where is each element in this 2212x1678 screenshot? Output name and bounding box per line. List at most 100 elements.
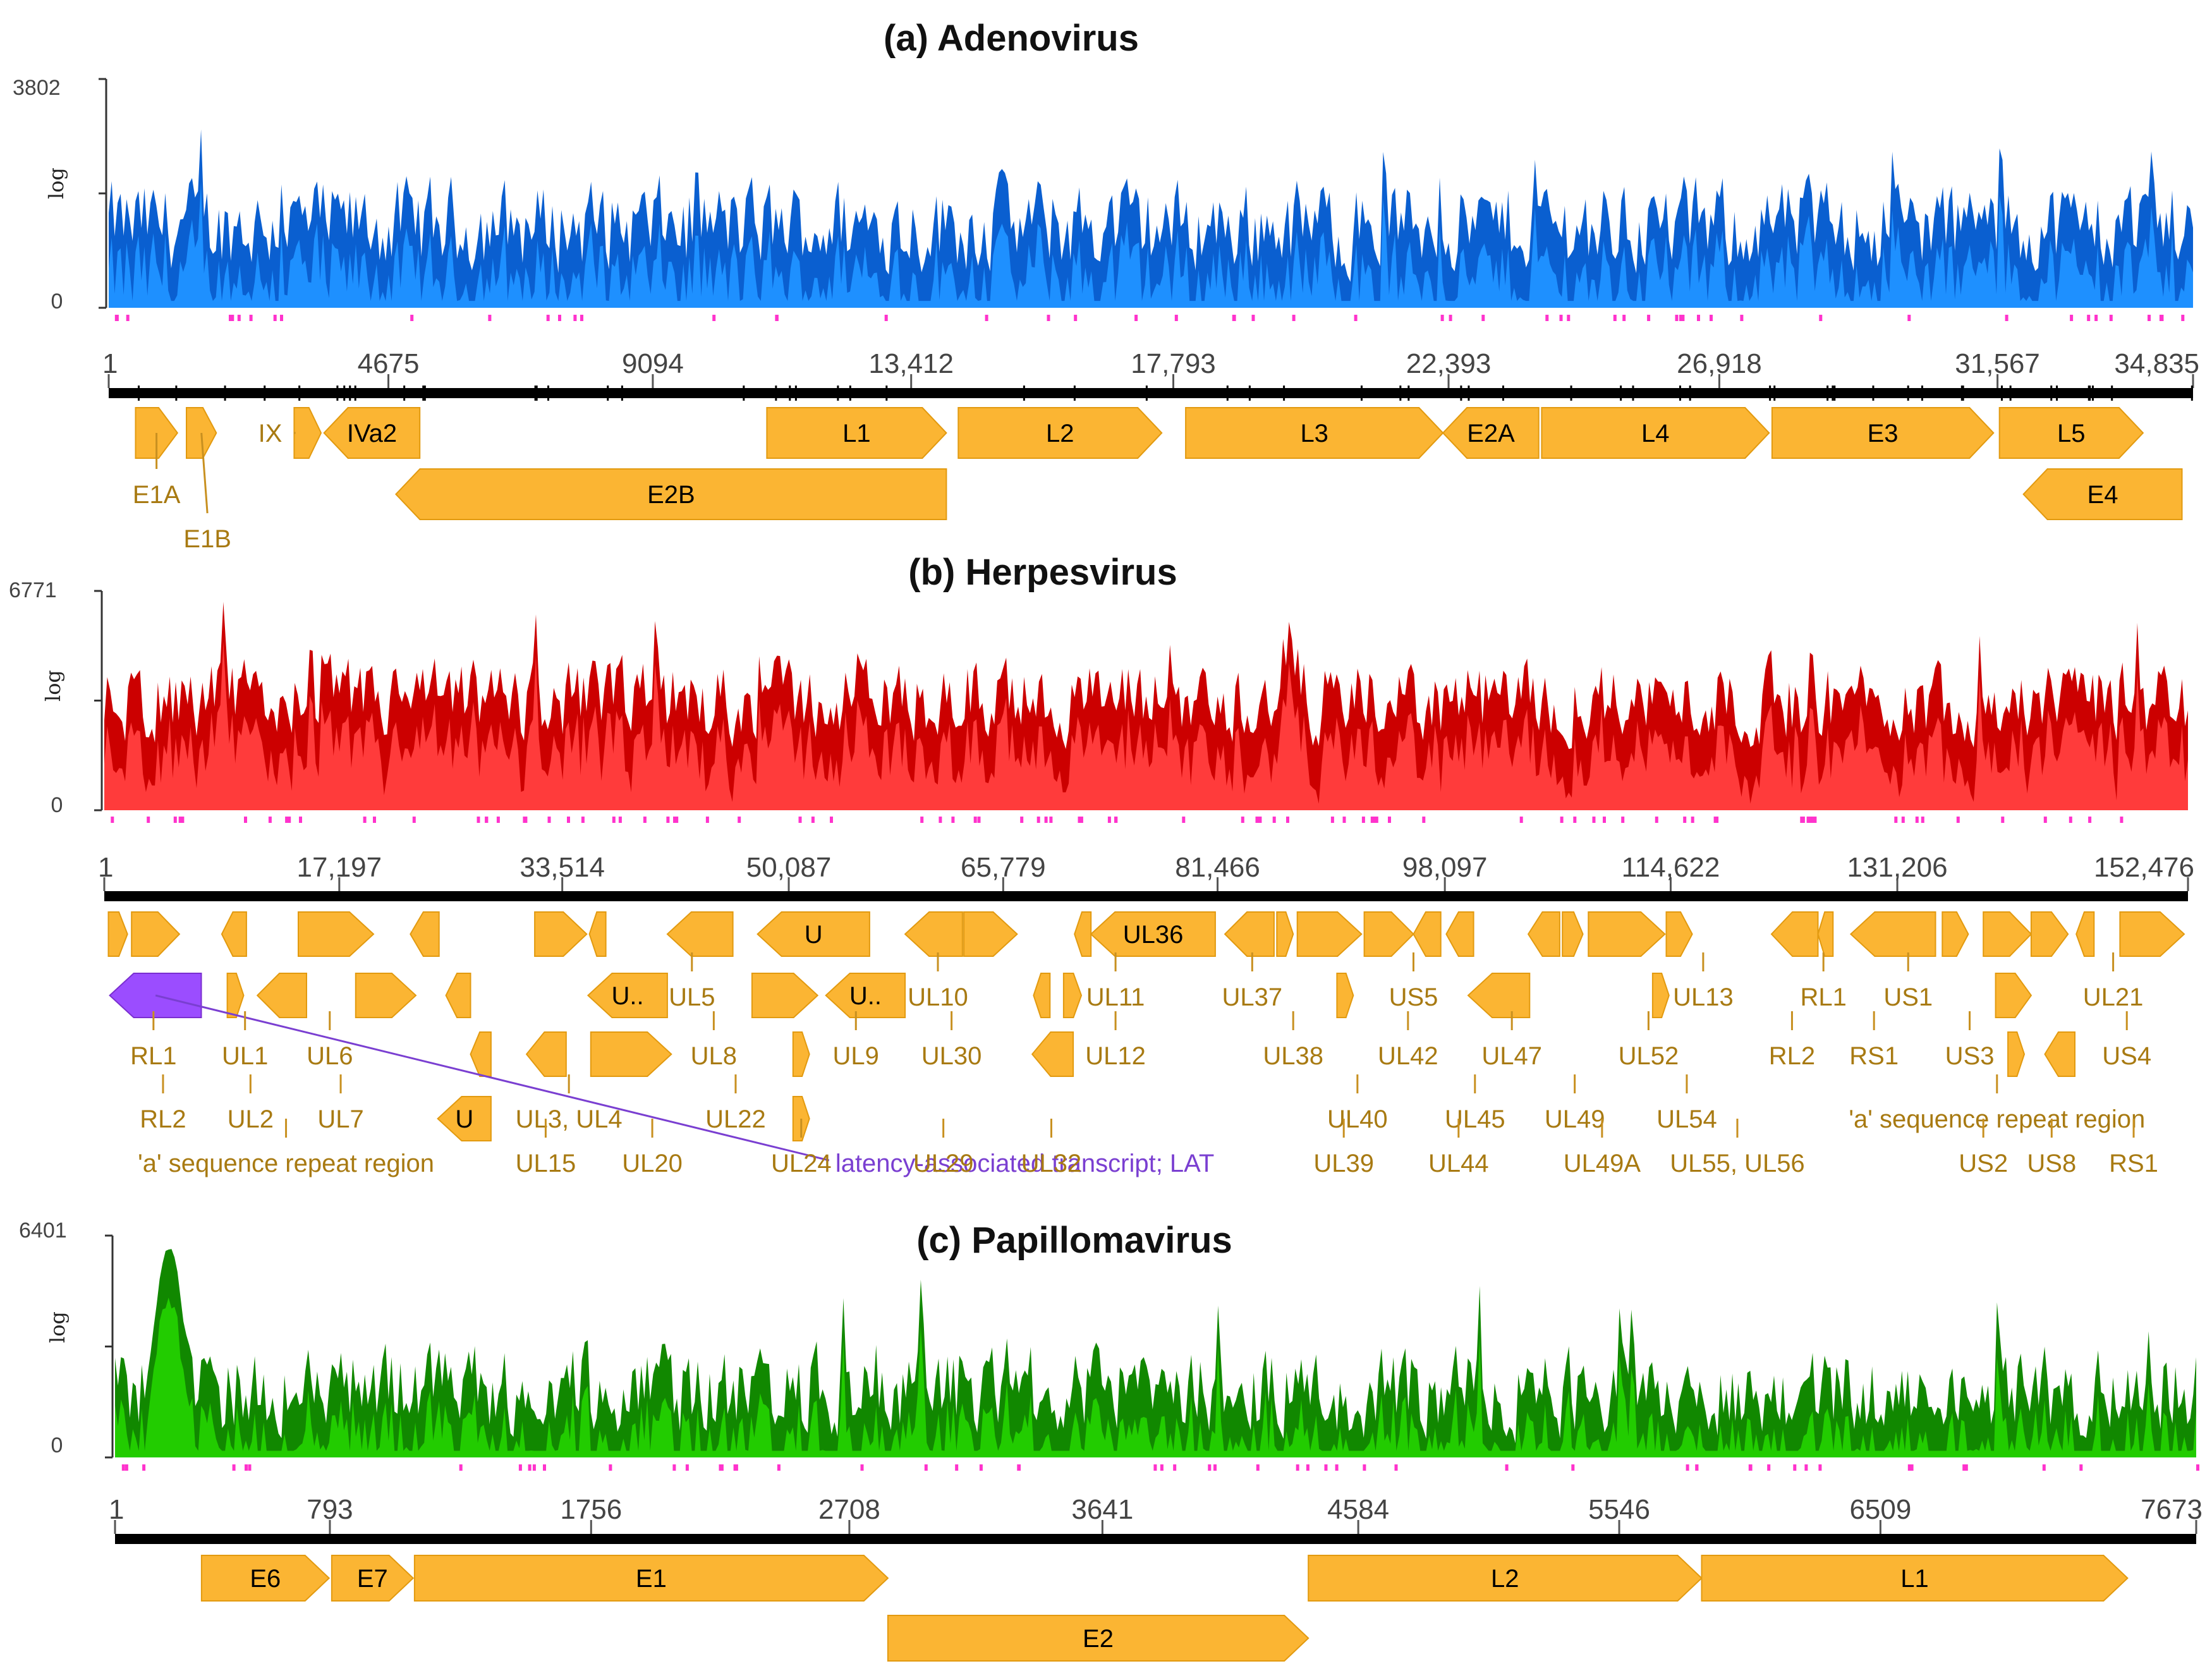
variant-mark — [1713, 817, 1717, 823]
gene-label: E2 — [1083, 1625, 1114, 1653]
variant-mark — [1114, 817, 1118, 823]
variant-mark — [485, 817, 489, 823]
x-tick-label: 34,835 — [2114, 348, 2199, 379]
variant-mark — [496, 817, 500, 823]
x-tick-label: 9094 — [622, 348, 684, 379]
x-tick-label: 4584 — [1327, 1494, 1389, 1525]
variant-mark — [288, 817, 291, 823]
gene-arrow — [904, 911, 963, 957]
variant-mark — [477, 817, 480, 823]
annotation-label: UL42 — [1378, 1042, 1438, 1070]
panel-adenovirus: (a) Adenovirus 3802 log 0 1 4675 9094 13,41… — [13, 18, 2199, 553]
annotation-label: 'a' sequence repeat region — [138, 1150, 434, 1177]
panel-b-coverage — [94, 590, 2188, 812]
variant-mark — [1801, 817, 1805, 823]
variant-mark — [1324, 1464, 1328, 1471]
gene-arrow — [1296, 911, 1363, 957]
gene-arrow — [751, 973, 819, 1018]
variant-mark — [1286, 817, 1289, 823]
annotation-label: RS1 — [1849, 1042, 1899, 1070]
gene-label: L4 — [1641, 420, 1670, 447]
variant-mark — [1213, 1464, 1217, 1471]
variant-mark — [2069, 817, 2072, 823]
gene-arrow — [757, 911, 870, 957]
variant-mark — [567, 817, 570, 823]
x-tick-label: 1 — [102, 348, 118, 379]
x-tick-label: 33,514 — [520, 852, 605, 883]
gene-arrow — [410, 911, 440, 957]
gene-arrow — [1413, 911, 1442, 957]
variant-mark — [1622, 315, 1626, 321]
variant-mark — [1819, 315, 1823, 321]
variant-mark — [1901, 817, 1905, 823]
annotation-label: UL30 — [921, 1042, 982, 1070]
annotation-label: UL2 — [228, 1105, 274, 1133]
annotation-label: UL47 — [1481, 1042, 1542, 1070]
x-tick-label: 50,087 — [746, 852, 832, 883]
variant-mark — [142, 1464, 146, 1471]
gene-label: E7 — [357, 1565, 388, 1593]
variant-mark — [1559, 315, 1563, 321]
variant-mark — [1079, 817, 1083, 823]
annotation-label: UL22 — [705, 1105, 766, 1133]
gene-label: E1A — [133, 481, 181, 509]
x-tick-label: 7673 — [2141, 1494, 2203, 1525]
variant-mark — [2079, 1464, 2083, 1471]
variant-mark — [955, 1464, 959, 1471]
annotation-label: UL40 — [1327, 1105, 1388, 1133]
annotation-label: US8 — [2027, 1150, 2076, 1177]
variant-mark — [412, 817, 416, 823]
gene-label: L2 — [1491, 1565, 1519, 1593]
variant-mark — [363, 817, 367, 823]
x-tick-label: 3641 — [1071, 1494, 1133, 1525]
variant-mark — [1573, 817, 1577, 823]
x-tick-label: 98,097 — [1402, 852, 1488, 883]
variant-mark — [1047, 315, 1050, 321]
gene-arrow — [1998, 407, 2144, 459]
variant-mark — [1422, 817, 1426, 823]
x-tick-label: 6509 — [1849, 1494, 1911, 1525]
panel-c-ymin-label: 0 — [51, 1433, 63, 1457]
x-tick-label: 114,622 — [1622, 852, 1720, 883]
gene-label: E4 — [2087, 481, 2118, 509]
annotation-label: UL55, UL56 — [1670, 1150, 1804, 1177]
variant-mark — [1017, 1464, 1021, 1471]
variant-mark — [2001, 817, 2005, 823]
annotation-label: UL44 — [1428, 1150, 1489, 1177]
variant-mark — [2109, 315, 2113, 321]
variant-mark — [1375, 817, 1378, 823]
variant-mark — [2005, 315, 2008, 321]
panel-a-ymax-label: 3802 — [13, 76, 61, 100]
x-tick-label: 5546 — [1588, 1494, 1650, 1525]
variant-mark — [719, 1464, 722, 1471]
gene-leader-line — [200, 432, 209, 514]
annotation-label: UL8 — [691, 1042, 737, 1070]
gene-arrow — [2030, 911, 2069, 957]
variant-mark — [1173, 1464, 1177, 1471]
variant-mark — [777, 1464, 781, 1471]
gene-label: IX — [258, 420, 283, 447]
variant-mark — [229, 315, 232, 321]
annotation-label: UL9 — [833, 1042, 879, 1070]
gene-label: U.. — [612, 982, 644, 1010]
gene-label: L1 — [842, 420, 871, 447]
variant-mark — [1907, 1464, 1911, 1471]
variant-mark — [2159, 315, 2163, 321]
gene-label: U.. — [849, 982, 882, 1010]
variant-mark — [712, 315, 716, 321]
variant-mark — [573, 315, 577, 321]
panel-c-ymax-label: 6401 — [19, 1219, 67, 1243]
gene-arrow — [2022, 468, 2183, 520]
annotation-label: UL37 — [1222, 983, 1283, 1011]
variant-mark — [237, 315, 241, 321]
x-tick-label: 2708 — [818, 1494, 880, 1525]
variant-mark — [1647, 315, 1651, 321]
variant-mark — [147, 817, 150, 823]
variant-mark — [1910, 1464, 1914, 1471]
gene-arrow — [1336, 973, 1354, 1018]
annotation-label: RL2 — [1769, 1042, 1815, 1070]
variant-mark — [245, 1464, 248, 1471]
